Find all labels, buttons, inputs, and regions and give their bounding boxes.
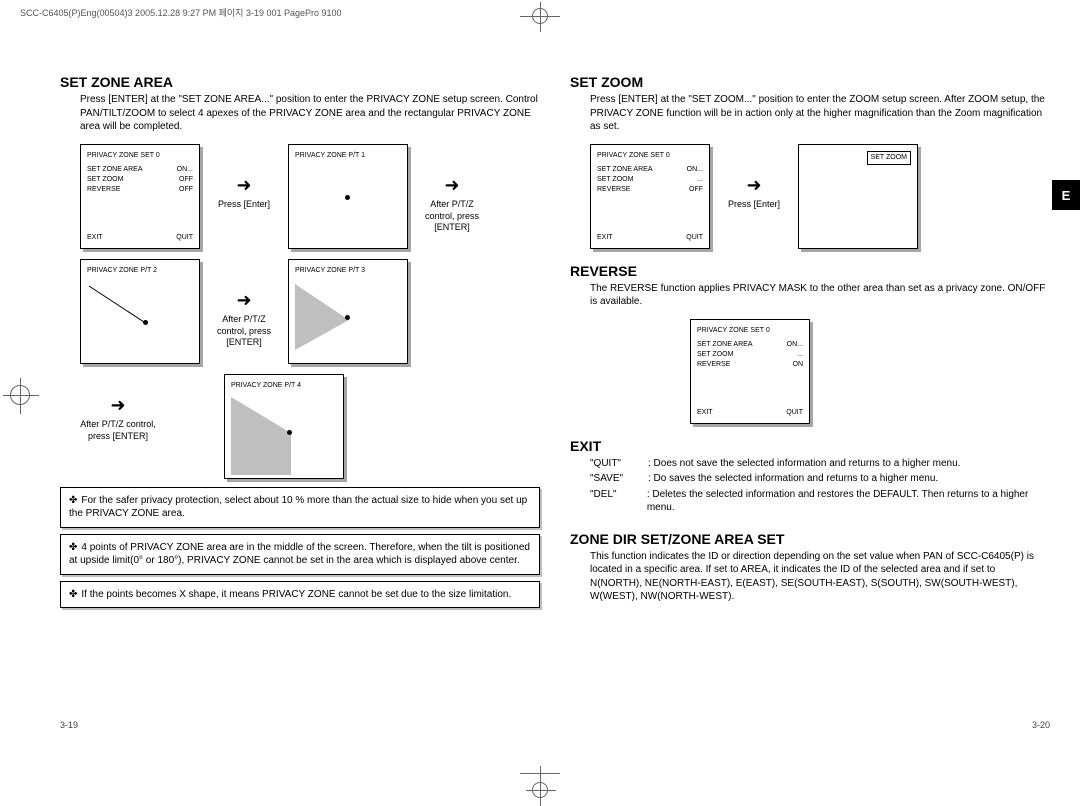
osd-right-2: SET ZOOM xyxy=(798,144,918,249)
osd-panel-1: PRIVACY ZONE SET 0 SET ZONE AREA ON... SE… xyxy=(80,144,200,249)
osd1-r1a: SET ZONE AREA xyxy=(87,165,143,175)
osdr1-quit: QUIT xyxy=(686,233,703,243)
arrow-press-enter-1: ➜ Press [Enter] xyxy=(212,144,276,211)
note-box-3: If the points becomes X shape, it means … xyxy=(60,581,540,609)
crop-mark-left xyxy=(10,385,30,405)
arrow-right-icon: ➜ xyxy=(420,174,484,197)
osdr3-r2a: SET ZOOM xyxy=(697,350,733,360)
osd1-title: PRIVACY ZONE SET 0 xyxy=(87,151,193,161)
note1-text: For the safer privacy protection, select… xyxy=(69,495,527,520)
osdr1-r1b: ON... xyxy=(687,165,703,175)
arrow-right-icon: ➜ xyxy=(212,174,276,197)
exit-definitions: "QUIT" : Does not save the selected infor… xyxy=(570,457,1050,515)
exit-quit-val: : Does not save the selected information… xyxy=(648,457,960,471)
osdr1-exit: EXIT xyxy=(597,233,613,243)
exit-quit-key: "QUIT" xyxy=(590,457,644,471)
osd1-r1b: ON... xyxy=(177,165,193,175)
arrow-label-r1: Press [Enter] xyxy=(728,199,780,209)
arrow-press-enter-r: ➜ Press [Enter] xyxy=(722,144,786,211)
osdr3-r1b: ON... xyxy=(787,340,803,350)
arrow-right-icon: ➜ xyxy=(722,174,786,197)
osdr1-r1a: SET ZONE AREA xyxy=(597,165,653,175)
osdr1-r2b: ... xyxy=(697,175,703,185)
osd1-r2a: SET ZOOM xyxy=(87,175,123,185)
page-number-left: 3-19 xyxy=(60,720,78,730)
osd1-r2b: OFF xyxy=(179,175,193,185)
osd1-r3a: REVERSE xyxy=(87,185,120,195)
arrow-after-ptz-1: ➜ After P/T/Z control, press [ENTER] xyxy=(420,144,484,234)
osdr3-r3a: REVERSE xyxy=(697,360,730,370)
osdr1-r2a: SET ZOOM xyxy=(597,175,633,185)
osdr3-r2b: ... xyxy=(797,350,803,360)
print-header: SCC-C6405(P)Eng(00504)3 2005.12.28 9:27 … xyxy=(20,6,342,19)
osdr3-r3b: ON xyxy=(793,360,804,370)
osdr3-r1a: SET ZONE AREA xyxy=(697,340,753,350)
note-box-1: For the safer privacy protection, select… xyxy=(60,487,540,528)
para-set-zone-area: Press [ENTER] at the "SET ZONE AREA..." … xyxy=(60,93,540,134)
osd1-exit: EXIT xyxy=(87,233,103,243)
osdr3-exit: EXIT xyxy=(697,408,713,418)
osd2-title: PRIVACY ZONE P/T 1 xyxy=(295,151,401,161)
heading-zone-dir: ZONE DIR SET/ZONE AREA SET xyxy=(570,531,1050,547)
osd1-quit: QUIT xyxy=(176,233,193,243)
osd5-shape-icon xyxy=(225,375,343,475)
arrow-after-ptz-3: ➜ After P/T/Z control, press [ENTER] xyxy=(80,374,156,443)
arrow-label-4: After P/T/Z control, press [ENTER] xyxy=(80,419,156,441)
arrow-label-2: After P/T/Z control, press [ENTER] xyxy=(425,199,479,232)
osd-panel-2: PRIVACY ZONE P/T 1 xyxy=(288,144,408,249)
note-box-2: 4 points of PRIVACY ZONE area are in the… xyxy=(60,534,540,575)
osdr1-title: PRIVACY ZONE SET 0 xyxy=(597,151,703,161)
osd-panel-4: PRIVACY ZONE P/T 3 xyxy=(288,259,408,364)
side-tab-e: E xyxy=(1052,180,1080,210)
osd4-shape-icon xyxy=(289,260,407,360)
heading-exit: EXIT xyxy=(570,438,1050,454)
page-number-right: 3-20 xyxy=(1032,720,1050,730)
osdr3-title: PRIVACY ZONE SET 0 xyxy=(697,326,803,336)
page-right: SET ZOOM Press [ENTER] at the "SET ZOOM.… xyxy=(570,70,1050,730)
osd-panel-5: PRIVACY ZONE P/T 4 xyxy=(224,374,344,479)
osd1-r3b: OFF xyxy=(179,185,193,195)
exit-del-key: "DEL" xyxy=(590,488,643,515)
para-zone-dir: This function indicates the ID or direct… xyxy=(570,550,1050,604)
osd-panel-3: PRIVACY ZONE P/T 2 xyxy=(80,259,200,364)
arrow-right-icon: ➜ xyxy=(80,394,156,417)
arrow-right-icon: ➜ xyxy=(212,289,276,312)
osd-right-1: PRIVACY ZONE SET 0 SET ZONE AREA ON... SE… xyxy=(590,144,710,249)
para-set-zoom: Press [ENTER] at the "SET ZOOM..." posit… xyxy=(570,93,1050,134)
arrow-label-3: After P/T/Z control, press [ENTER] xyxy=(217,314,271,347)
heading-set-zone-area: SET ZONE AREA xyxy=(60,74,540,90)
osd3-line-icon xyxy=(81,270,199,360)
note3-text: If the points becomes X shape, it means … xyxy=(81,589,511,600)
heading-set-zoom: SET ZOOM xyxy=(570,74,1050,90)
osd-right-3: PRIVACY ZONE SET 0 SET ZONE AREA ON... SE… xyxy=(690,319,810,424)
arrow-label-1: Press [Enter] xyxy=(218,199,270,209)
exit-save-key: "SAVE" xyxy=(590,472,644,486)
note2-text: 4 points of PRIVACY ZONE area are in the… xyxy=(69,542,530,567)
osdr3-quit: QUIT xyxy=(786,408,803,418)
exit-del-val: : Deletes the selected information and r… xyxy=(647,488,1050,515)
exit-save-val: : Do saves the selected information and … xyxy=(648,472,938,486)
osdr1-r3a: REVERSE xyxy=(597,185,630,195)
osdr1-r3b: OFF xyxy=(689,185,703,195)
para-reverse: The REVERSE function applies PRIVACY MAS… xyxy=(570,282,1050,309)
arrow-after-ptz-2: ➜ After P/T/Z control, press [ENTER] xyxy=(212,259,276,349)
osdr2-title: SET ZOOM xyxy=(867,151,911,165)
heading-reverse: REVERSE xyxy=(570,263,1050,279)
page-left: SET ZONE AREA Press [ENTER] at the "SET … xyxy=(60,70,540,730)
